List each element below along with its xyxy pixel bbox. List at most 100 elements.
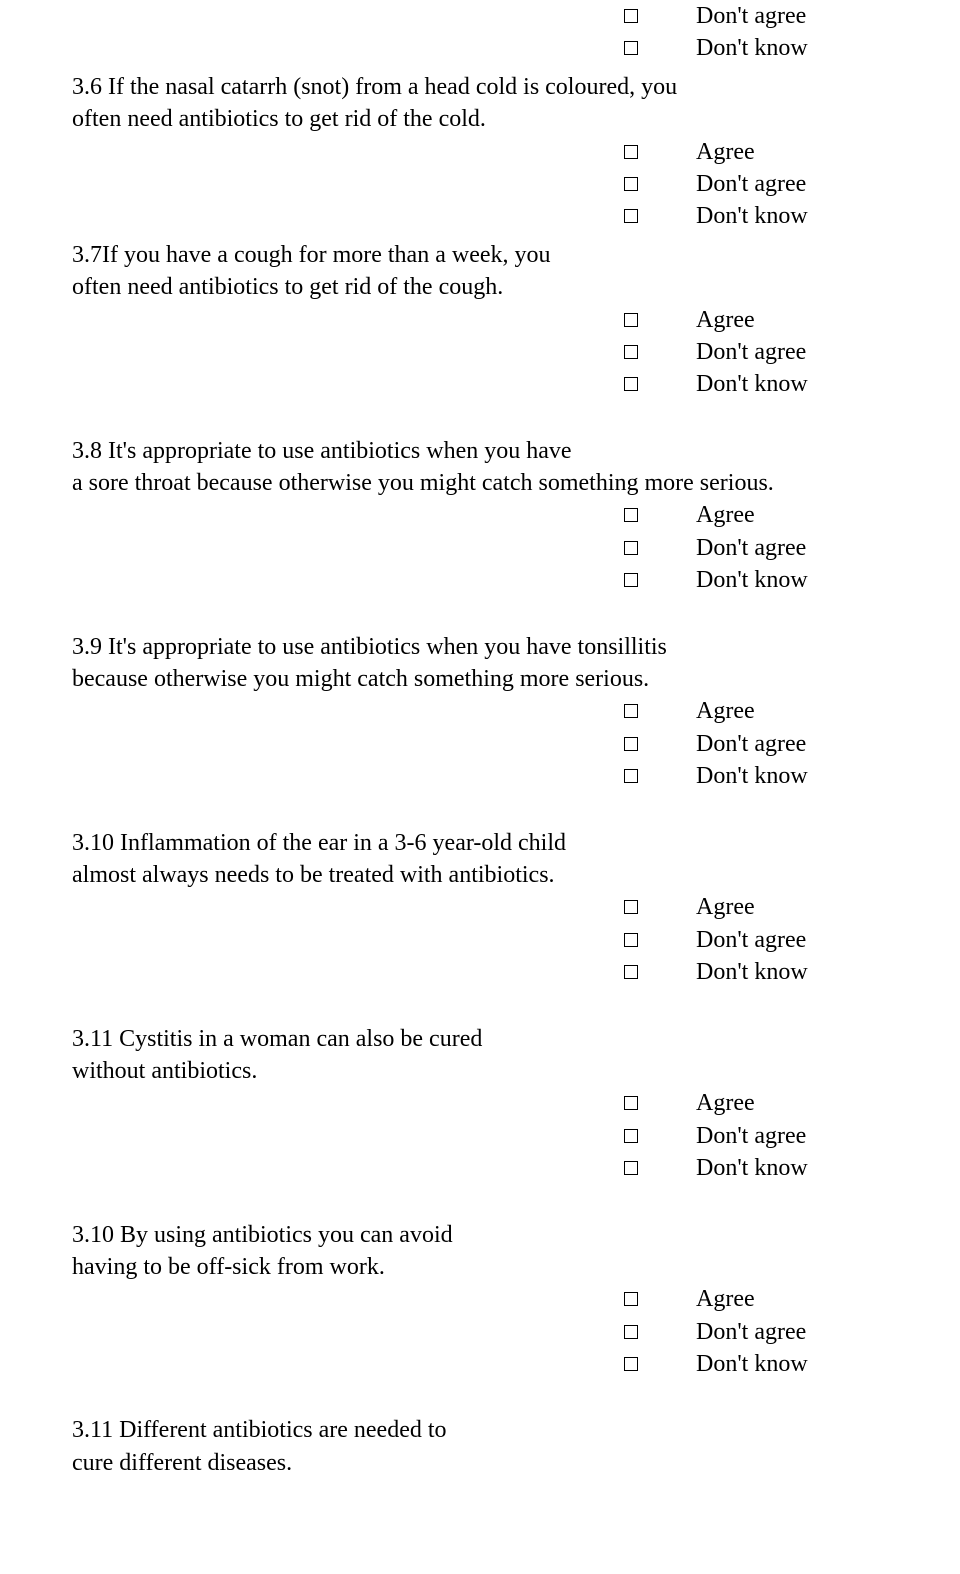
option-dont-agree[interactable]: Don't agree: [624, 0, 888, 32]
option-label: Don't agree: [696, 0, 806, 32]
checkbox-icon[interactable]: [624, 313, 638, 327]
question-3-10: 3.10 Inflammation of the ear in a 3-6 ye…: [72, 827, 888, 892]
question-line: 3.11 Cystitis in a woman can also be cur…: [72, 1023, 888, 1055]
option-block-3-7: Agree Don't agree Don't know: [72, 304, 888, 401]
option-label: Don't know: [696, 760, 808, 792]
option-dont-agree[interactable]: Don't agree: [624, 1120, 888, 1152]
option-label: Don't know: [696, 32, 808, 64]
checkbox-icon[interactable]: [624, 1096, 638, 1110]
question-line: cure different diseases.: [72, 1447, 888, 1479]
option-dont-know[interactable]: Don't know: [624, 368, 888, 400]
option-dont-agree[interactable]: Don't agree: [624, 728, 888, 760]
question-line: often need antibiotics to get rid of the…: [72, 271, 888, 303]
option-label: Agree: [696, 136, 755, 168]
option-label: Don't know: [696, 956, 808, 988]
question-line: 3.8 It's appropriate to use antibiotics …: [72, 435, 888, 467]
option-agree[interactable]: Agree: [624, 695, 888, 727]
question-3-8: 3.8 It's appropriate to use antibiotics …: [72, 435, 888, 500]
option-block-3-6: Agree Don't agree Don't know: [72, 136, 888, 233]
option-agree[interactable]: Agree: [624, 136, 888, 168]
option-block-3-8: Agree Don't agree Don't know: [72, 499, 888, 596]
option-dont-know[interactable]: Don't know: [624, 760, 888, 792]
option-block-3-9: Agree Don't agree Don't know: [72, 695, 888, 792]
option-dont-agree[interactable]: Don't agree: [624, 532, 888, 564]
checkbox-icon[interactable]: [624, 377, 638, 391]
checkbox-icon[interactable]: [624, 41, 638, 55]
option-agree[interactable]: Agree: [624, 304, 888, 336]
option-dont-know[interactable]: Don't know: [624, 32, 888, 64]
question-line: because otherwise you might catch someth…: [72, 663, 888, 695]
checkbox-icon[interactable]: [624, 1325, 638, 1339]
option-agree[interactable]: Agree: [624, 499, 888, 531]
checkbox-icon[interactable]: [624, 965, 638, 979]
question-line: a sore throat because otherwise you migh…: [72, 467, 888, 499]
option-label: Don't know: [696, 368, 808, 400]
checkbox-icon[interactable]: [624, 9, 638, 23]
option-label: Don't agree: [696, 728, 806, 760]
checkbox-icon[interactable]: [624, 541, 638, 555]
option-label: Don't agree: [696, 336, 806, 368]
option-label: Agree: [696, 1087, 755, 1119]
question-line: often need antibiotics to get rid of the…: [72, 103, 888, 135]
checkbox-icon[interactable]: [624, 737, 638, 751]
checkbox-icon[interactable]: [624, 345, 638, 359]
checkbox-icon[interactable]: [624, 704, 638, 718]
checkbox-icon[interactable]: [624, 1129, 638, 1143]
option-block-3-11: Agree Don't agree Don't know: [72, 1087, 888, 1184]
checkbox-icon[interactable]: [624, 900, 638, 914]
question-3-11: 3.11 Cystitis in a woman can also be cur…: [72, 1023, 888, 1088]
option-dont-know[interactable]: Don't know: [624, 956, 888, 988]
option-dont-agree[interactable]: Don't agree: [624, 168, 888, 200]
question-3-7: 3.7If you have a cough for more than a w…: [72, 239, 888, 304]
question-line: almost always needs to be treated with a…: [72, 859, 888, 891]
option-label: Agree: [696, 499, 755, 531]
option-dont-agree[interactable]: Don't agree: [624, 336, 888, 368]
checkbox-icon[interactable]: [624, 145, 638, 159]
checkbox-icon[interactable]: [624, 1161, 638, 1175]
option-label: Agree: [696, 695, 755, 727]
option-block-3-10: Agree Don't agree Don't know: [72, 891, 888, 988]
option-agree[interactable]: Agree: [624, 1087, 888, 1119]
checkbox-icon[interactable]: [624, 177, 638, 191]
question-line: 3.9 It's appropriate to use antibiotics …: [72, 631, 888, 663]
option-agree[interactable]: Agree: [624, 891, 888, 923]
question-line: having to be off-sick from work.: [72, 1251, 888, 1283]
document-page: Don't agree Don't know 3.6 If the nasal …: [0, 0, 960, 1479]
question-3-10b: 3.10 By using antibiotics you can avoid …: [72, 1219, 888, 1284]
option-dont-agree[interactable]: Don't agree: [624, 924, 888, 956]
checkbox-icon[interactable]: [624, 769, 638, 783]
option-dont-know[interactable]: Don't know: [624, 200, 888, 232]
question-line: 3.7If you have a cough for more than a w…: [72, 239, 888, 271]
question-line: 3.10 Inflammation of the ear in a 3-6 ye…: [72, 827, 888, 859]
option-dont-know[interactable]: Don't know: [624, 1348, 888, 1380]
checkbox-icon[interactable]: [624, 209, 638, 223]
option-label: Don't know: [696, 564, 808, 596]
option-label: Agree: [696, 304, 755, 336]
checkbox-icon[interactable]: [624, 1292, 638, 1306]
question-3-6: 3.6 If the nasal catarrh (snot) from a h…: [72, 71, 888, 136]
option-agree[interactable]: Agree: [624, 1283, 888, 1315]
question-line: 3.10 By using antibiotics you can avoid: [72, 1219, 888, 1251]
option-label: Don't know: [696, 1152, 808, 1184]
option-dont-know[interactable]: Don't know: [624, 564, 888, 596]
option-label: Don't agree: [696, 1120, 806, 1152]
option-label: Don't agree: [696, 924, 806, 956]
question-3-11b: 3.11 Different antibiotics are needed to…: [72, 1414, 888, 1479]
question-line: 3.6 If the nasal catarrh (snot) from a h…: [72, 71, 888, 103]
checkbox-icon[interactable]: [624, 508, 638, 522]
option-label: Don't agree: [696, 532, 806, 564]
question-line: 3.11 Different antibiotics are needed to: [72, 1414, 888, 1446]
option-block-top: Don't agree Don't know: [72, 0, 888, 65]
option-label: Agree: [696, 891, 755, 923]
checkbox-icon[interactable]: [624, 933, 638, 947]
option-label: Don't know: [696, 200, 808, 232]
option-block-3-10b: Agree Don't agree Don't know: [72, 1283, 888, 1380]
option-label: Don't agree: [696, 168, 806, 200]
option-label: Don't know: [696, 1348, 808, 1380]
option-dont-agree[interactable]: Don't agree: [624, 1316, 888, 1348]
option-label: Agree: [696, 1283, 755, 1315]
checkbox-icon[interactable]: [624, 1357, 638, 1371]
checkbox-icon[interactable]: [624, 573, 638, 587]
question-line: without antibiotics.: [72, 1055, 888, 1087]
option-dont-know[interactable]: Don't know: [624, 1152, 888, 1184]
